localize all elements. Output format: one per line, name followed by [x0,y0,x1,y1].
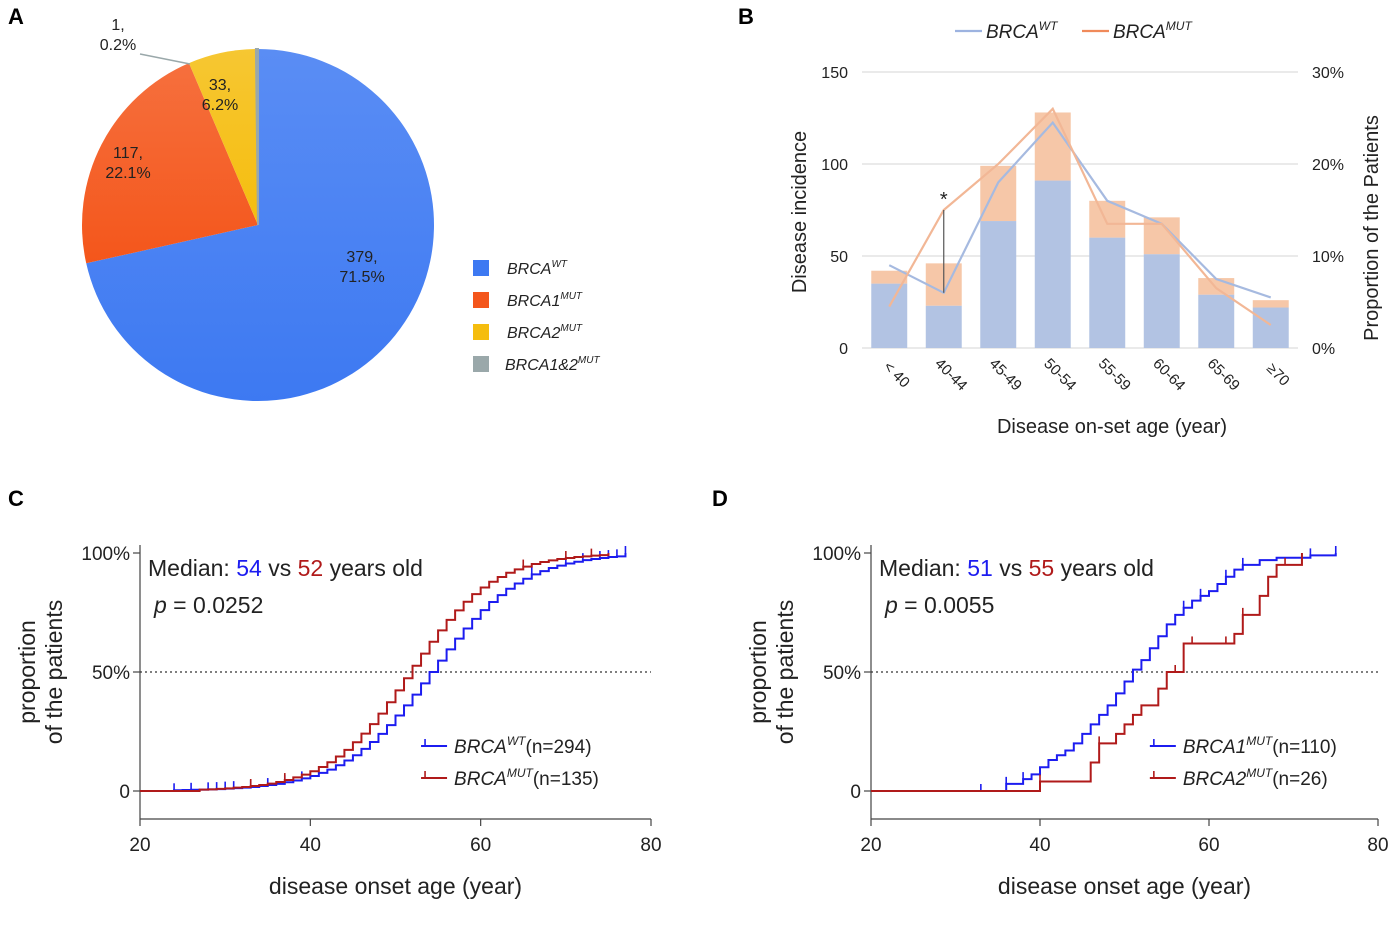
legend-swatch [473,356,489,372]
pie-slice-2 [81,63,258,264]
p-value-text: p = 0.0252 [153,592,263,618]
step-curve-2 [140,553,610,792]
x-tick-label: 80 [640,835,661,856]
x-tick-label: 20 [129,835,150,856]
bar-wt [925,305,962,348]
y-tick-label: 50% [92,663,130,684]
x-tick-label: 65-69 [1204,355,1243,394]
y-tick-label: 50% [823,663,861,684]
bar-wt [1143,254,1180,348]
legend-label: BRCAWT(n=294) [454,734,591,758]
pie-value-label: 379, [346,249,377,266]
legend-label: BRCAMUT(n=135) [454,766,599,790]
line-mut [888,106,1272,326]
bar-wt [1034,180,1071,348]
x-tick-label: 55-59 [1095,355,1134,394]
x-tick-label: 60 [470,835,491,856]
bar-wt [980,221,1017,348]
y2-tick-label: 20% [1312,157,1344,174]
legend-entry: BRCA1MUT [507,291,583,310]
panel-a-pie-chart: 379, 71.5% 117, 22.1% 33, 6.2% 1, 0.2% BRCAWT BRC… [81,17,600,401]
y-tick-label: 150 [821,65,848,82]
y2-tick-label: 30% [1312,65,1344,82]
legend-swatch [473,292,489,308]
y-axis-label: Disease incidence [789,131,811,293]
pie-percent-label: 71.5% [339,269,384,286]
panel-label-d: D [712,486,728,511]
y-tick-label: 100 [821,157,848,174]
x-tick-label: 60 [1198,835,1219,856]
x-tick-label: 20 [860,835,881,856]
panel-label-a: A [8,4,24,29]
pie-percent-label: 6.2% [202,97,238,114]
x-tick-label: 80 [1367,835,1388,856]
y-tick-label: 0 [839,341,848,358]
x-tick-label: 60-64 [1149,355,1188,394]
bar-wt [1198,294,1235,348]
panel-b-bar-line-chart: 0 0% 50 10% 100 20% 150 30% < 40 40-44 45-49 50-54 5… [789,19,1383,438]
legend-entry: BRCA2MUT [507,323,583,342]
pie-slice-1 [86,49,435,401]
x-tick-label: 40 [300,835,321,856]
y-axis-label-line2: of the patients [772,600,798,745]
y2-tick-label: 0% [1312,341,1335,358]
pie-value-label: 1, [111,17,124,34]
legend-label: BRCA2MUT(n=26) [1183,766,1328,790]
x-axis-label: disease onset age (year) [998,873,1251,899]
y2-axis-label: Proportion of the Patients [1361,115,1383,341]
x-tick-label: < 40 [880,358,913,391]
p-value-text: p = 0.0055 [884,592,994,618]
legend-label-mut: BRCAMUT [1113,19,1193,43]
y-tick-label: 50 [830,249,848,266]
bar-mut [871,270,908,284]
bar-wt [1089,237,1126,348]
legend-entry: BRCAWT [507,259,568,278]
pie-percent-label: 22.1% [105,165,150,182]
y-axis-label-line1: proportion [745,620,771,724]
legend-label-wt: BRCAWT [986,19,1059,43]
y-tick-label: 0 [119,782,130,803]
pie-value-label: 117, [113,145,143,162]
x-tick-label: 50-54 [1040,355,1079,394]
panel-c-step-chart: 0 50% 100% 20 40 60 80 BRCAWT(n=294) BRCAMUT(n=1… [14,544,662,899]
bar-mut [1252,300,1289,308]
y-tick-label: 100% [812,544,861,565]
step-curve-2 [871,553,1303,792]
bar-wt [1252,307,1289,348]
panel-d-step-chart: 0 50% 100% 20 40 60 80 BRCA1MUT(n=110) BRCA2MUT(… [745,544,1389,899]
line-wt [888,120,1272,299]
significance-asterisk: * [940,189,948,211]
y-tick-label: 0 [850,782,861,803]
y-axis-label-line2: of the patients [41,600,67,745]
panel-label-c: C [8,486,24,511]
pie-slice-4 [254,47,259,226]
x-tick-label: 45-49 [986,355,1025,394]
pie-value-label: 33, [209,77,231,94]
y-tick-label: 100% [81,544,130,565]
legend-label: BRCA1MUT(n=110) [1183,734,1337,758]
median-text: Median: 54 vs 52 years old [148,555,423,581]
panel-label-b: B [738,4,754,29]
bar-mut [1198,278,1235,295]
x-axis-label: disease onset age (year) [269,873,522,899]
step-curve-1 [871,553,1337,792]
legend-swatch [473,260,489,276]
x-tick-label: 40-44 [931,355,970,394]
bar-wt [871,283,908,348]
x-axis-label: Disease on-set age (year) [997,416,1227,438]
y-axis-label-line1: proportion [14,620,40,724]
median-text: Median: 51 vs 55 years old [879,555,1154,581]
pie-percent-label: 0.2% [100,37,136,54]
pie-leader-line [139,53,191,65]
x-tick-label: ≥70 [1263,360,1293,390]
y2-tick-label: 10% [1312,249,1344,266]
x-tick-label: 40 [1029,835,1050,856]
legend-swatch [473,324,489,340]
legend-entry: BRCA1&2MUT [505,355,600,374]
pie-slice-3 [188,49,258,226]
